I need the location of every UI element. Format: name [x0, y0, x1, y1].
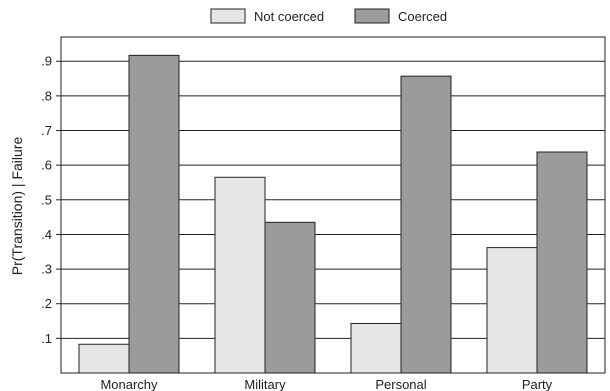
y-axis-title: Pr(Transition) | Failure [9, 137, 25, 276]
y-tick-label: .1 [41, 331, 52, 346]
bar-coerced-monarchy [128, 54, 180, 374]
bar-not-coerced-personal [350, 322, 402, 374]
legend-swatch [354, 8, 390, 24]
legend-label: Not coerced [254, 9, 324, 24]
y-axis-ticks: .1 .2 .3 .4 .5 .6 .7 .8 .9 [41, 54, 61, 346]
bar-coerced-personal [400, 75, 452, 374]
bars [78, 54, 588, 374]
bar-not-coerced-monarchy [78, 343, 130, 374]
legend-label: Coerced [398, 9, 447, 24]
y-tick-label: .5 [41, 192, 52, 207]
bar-coerced-military [264, 221, 316, 374]
y-tick-label: .6 [41, 158, 52, 173]
legend-swatch [210, 8, 246, 24]
bar-not-coerced-party [486, 247, 538, 374]
x-category-label: Personal [375, 377, 426, 391]
y-tick-label: .4 [41, 227, 52, 242]
x-axis-labels: Monarchy Military Personal Party [100, 377, 552, 391]
x-category-label: Military [244, 377, 286, 391]
y-tick-label: .2 [41, 296, 52, 311]
bar-not-coerced-military [214, 176, 266, 374]
y-tick-label: .8 [41, 88, 52, 103]
plot-frame [60, 36, 606, 374]
y-tick-label: .7 [41, 123, 52, 138]
x-category-label: Monarchy [100, 377, 158, 391]
y-tick-label: .3 [41, 262, 52, 277]
y-tick-label: .9 [41, 54, 52, 69]
x-category-label: Party [522, 377, 553, 391]
legend: Not coerced Coerced [210, 8, 447, 24]
bar-coerced-party [536, 151, 588, 374]
